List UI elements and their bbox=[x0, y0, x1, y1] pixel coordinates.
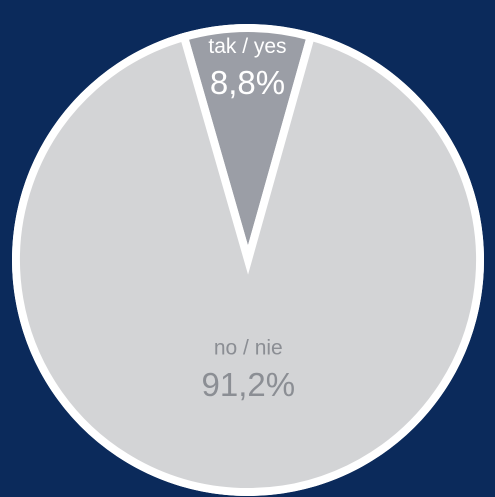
slice-value-label: 8,8% bbox=[210, 64, 285, 101]
pie-slice bbox=[12, 31, 484, 496]
slice-label: tak / yes bbox=[208, 35, 286, 58]
pie-slice bbox=[179, 24, 316, 275]
slice-label: no / nie bbox=[214, 337, 283, 360]
slice-value-label: 91,2% bbox=[202, 366, 296, 403]
